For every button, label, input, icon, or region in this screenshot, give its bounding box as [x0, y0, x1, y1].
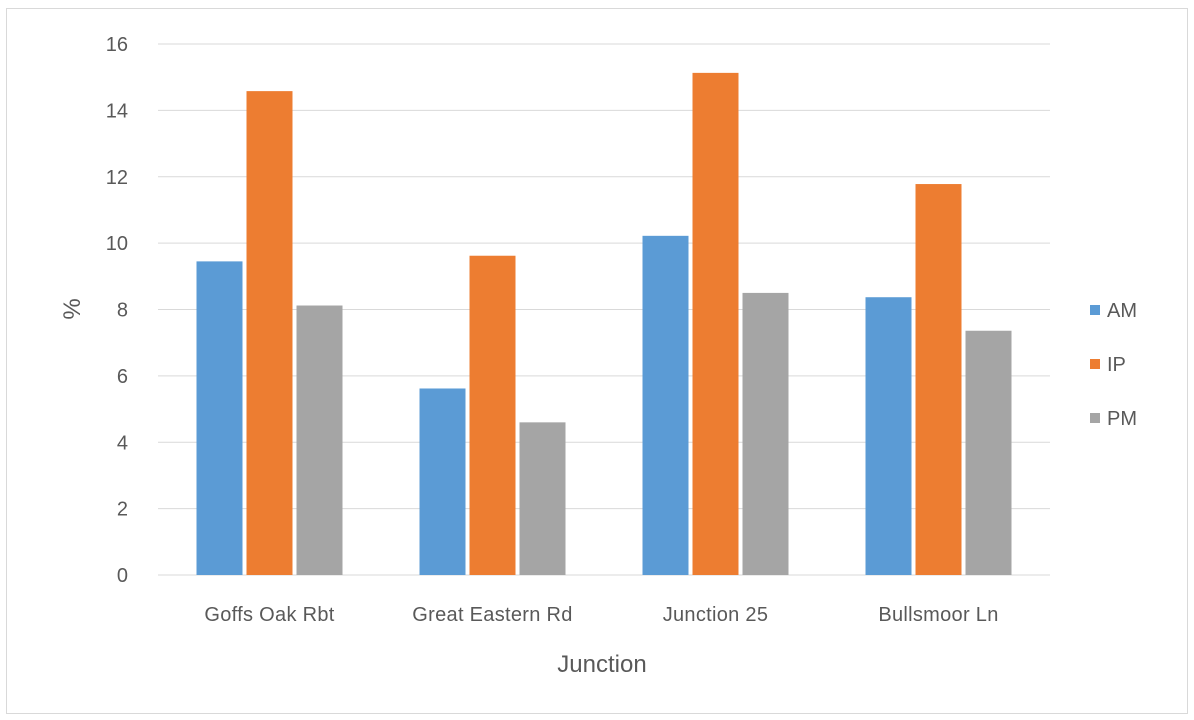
bar-ip-2: [692, 72, 739, 576]
y-tick-label: 4: [117, 432, 128, 454]
y-tick-label: 2: [117, 499, 128, 521]
x-axis-title: Junction: [557, 651, 646, 678]
bar-am-3: [865, 297, 912, 575]
legend-label-am: AM: [1107, 300, 1137, 322]
legend-swatch-pm: [1090, 413, 1100, 423]
bar-pm-2: [742, 292, 789, 575]
y-tick-labels: 0 2 4 6 8 10 12 14 16: [106, 34, 128, 587]
y-tick-label: 16: [106, 34, 128, 56]
legend-swatch-am: [1090, 305, 1100, 315]
legend: AM IP PM: [1090, 300, 1137, 430]
bar-am-2: [642, 235, 689, 576]
bar-pm-0: [296, 305, 343, 575]
bar-pm-1: [519, 422, 566, 575]
bar-am-0: [196, 261, 243, 575]
bar-ip-3: [915, 184, 962, 575]
x-category-label: Junction 25: [663, 604, 769, 626]
legend-label-ip: IP: [1107, 354, 1126, 376]
bars: [196, 72, 1012, 576]
y-axis-title: %: [59, 298, 86, 319]
x-category-label: Bullsmoor Ln: [878, 604, 998, 626]
x-category-label: Goffs Oak Rbt: [204, 604, 334, 626]
y-tick-label: 10: [106, 233, 128, 255]
bar-ip-1: [469, 255, 516, 575]
y-tick-label: 12: [106, 167, 128, 189]
bar-ip-0: [246, 91, 293, 575]
legend-swatch-ip: [1090, 359, 1100, 369]
y-tick-label: 0: [117, 565, 128, 587]
x-category-label: Great Eastern Rd: [412, 604, 572, 626]
legend-label-pm: PM: [1107, 408, 1137, 430]
bar-pm-3: [965, 330, 1012, 575]
x-category-labels: Goffs Oak Rbt Great Eastern Rd Junction 25…: [204, 604, 998, 626]
y-tick-label: 8: [117, 300, 128, 322]
bar-am-1: [419, 388, 466, 575]
y-tick-label: 6: [117, 366, 128, 388]
y-tick-label: 14: [106, 100, 128, 122]
